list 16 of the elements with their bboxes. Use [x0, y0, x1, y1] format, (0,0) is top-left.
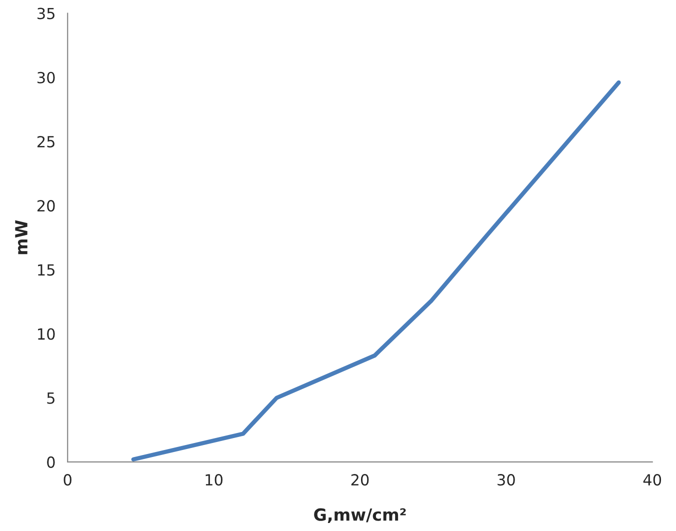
y-tick-label: 25 [37, 136, 54, 148]
x-tick-label: 20 [351, 474, 369, 486]
x-tick-label: 10 [206, 474, 222, 486]
y-tick-label: 20 [37, 200, 55, 212]
y-tick-label: 5 [47, 392, 54, 404]
y-axis-title: mW [15, 220, 28, 254]
x-tick-label: 0 [64, 474, 72, 486]
y-tick-label: 15 [38, 264, 54, 276]
x-axis-title: G,mw/cm² [314, 508, 406, 524]
line-series [131, 80, 621, 462]
y-tick-label: 10 [38, 328, 55, 340]
y-tick-label: 30 [38, 72, 55, 84]
x-tick-label: 30 [498, 474, 515, 486]
y-tick-label: 0 [47, 456, 55, 468]
x-tick-label: 40 [643, 474, 662, 486]
y-tick-label: 35 [38, 8, 54, 20]
